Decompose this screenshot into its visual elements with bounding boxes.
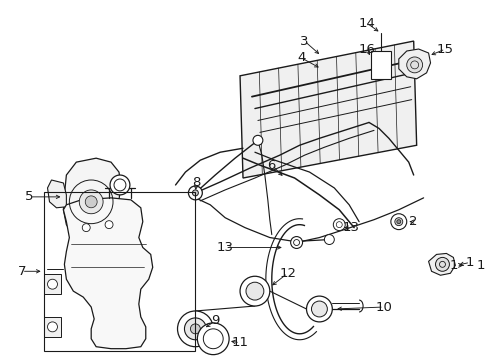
Circle shape — [82, 224, 90, 231]
Circle shape — [245, 282, 264, 300]
Text: 3: 3 — [300, 35, 308, 48]
Polygon shape — [398, 49, 429, 79]
Polygon shape — [63, 158, 121, 239]
Circle shape — [406, 57, 422, 73]
Bar — [370, 51, 390, 79]
Circle shape — [188, 186, 202, 200]
Circle shape — [435, 257, 448, 271]
Circle shape — [47, 322, 57, 332]
Circle shape — [192, 190, 198, 196]
Text: 1: 1 — [475, 259, 484, 272]
Text: 11: 11 — [231, 336, 248, 349]
Text: 12: 12 — [279, 267, 296, 280]
Circle shape — [252, 135, 263, 145]
Circle shape — [177, 311, 213, 347]
Text: 1: 1 — [448, 259, 457, 272]
Circle shape — [184, 318, 206, 340]
Circle shape — [324, 235, 334, 244]
Circle shape — [396, 220, 400, 224]
Text: 14: 14 — [358, 17, 375, 30]
Polygon shape — [427, 253, 454, 275]
Text: 1: 1 — [465, 256, 473, 269]
Circle shape — [197, 323, 229, 355]
Circle shape — [306, 296, 332, 322]
Bar — [43, 192, 195, 351]
Circle shape — [394, 218, 402, 226]
Text: 9: 9 — [211, 314, 219, 327]
Circle shape — [240, 276, 269, 306]
Circle shape — [110, 175, 130, 195]
Polygon shape — [47, 180, 66, 208]
Circle shape — [190, 324, 200, 334]
Polygon shape — [240, 41, 416, 178]
Text: 13: 13 — [342, 221, 359, 234]
Text: 2: 2 — [408, 215, 417, 228]
Circle shape — [105, 221, 113, 229]
Text: 8: 8 — [192, 176, 200, 189]
Text: 13: 13 — [216, 241, 233, 254]
Polygon shape — [43, 274, 61, 294]
Text: 6: 6 — [267, 159, 275, 172]
Circle shape — [79, 190, 103, 214]
Text: 16: 16 — [358, 42, 375, 55]
Circle shape — [290, 237, 302, 248]
Circle shape — [85, 196, 97, 208]
Text: 5: 5 — [25, 190, 34, 203]
Circle shape — [390, 214, 406, 230]
Polygon shape — [63, 198, 152, 349]
Circle shape — [47, 279, 57, 289]
Text: 4: 4 — [297, 51, 305, 64]
Text: 15: 15 — [436, 42, 453, 55]
Circle shape — [333, 219, 345, 231]
Circle shape — [311, 301, 326, 317]
Text: 10: 10 — [375, 301, 391, 314]
Polygon shape — [43, 317, 61, 337]
Text: 7: 7 — [18, 265, 26, 278]
